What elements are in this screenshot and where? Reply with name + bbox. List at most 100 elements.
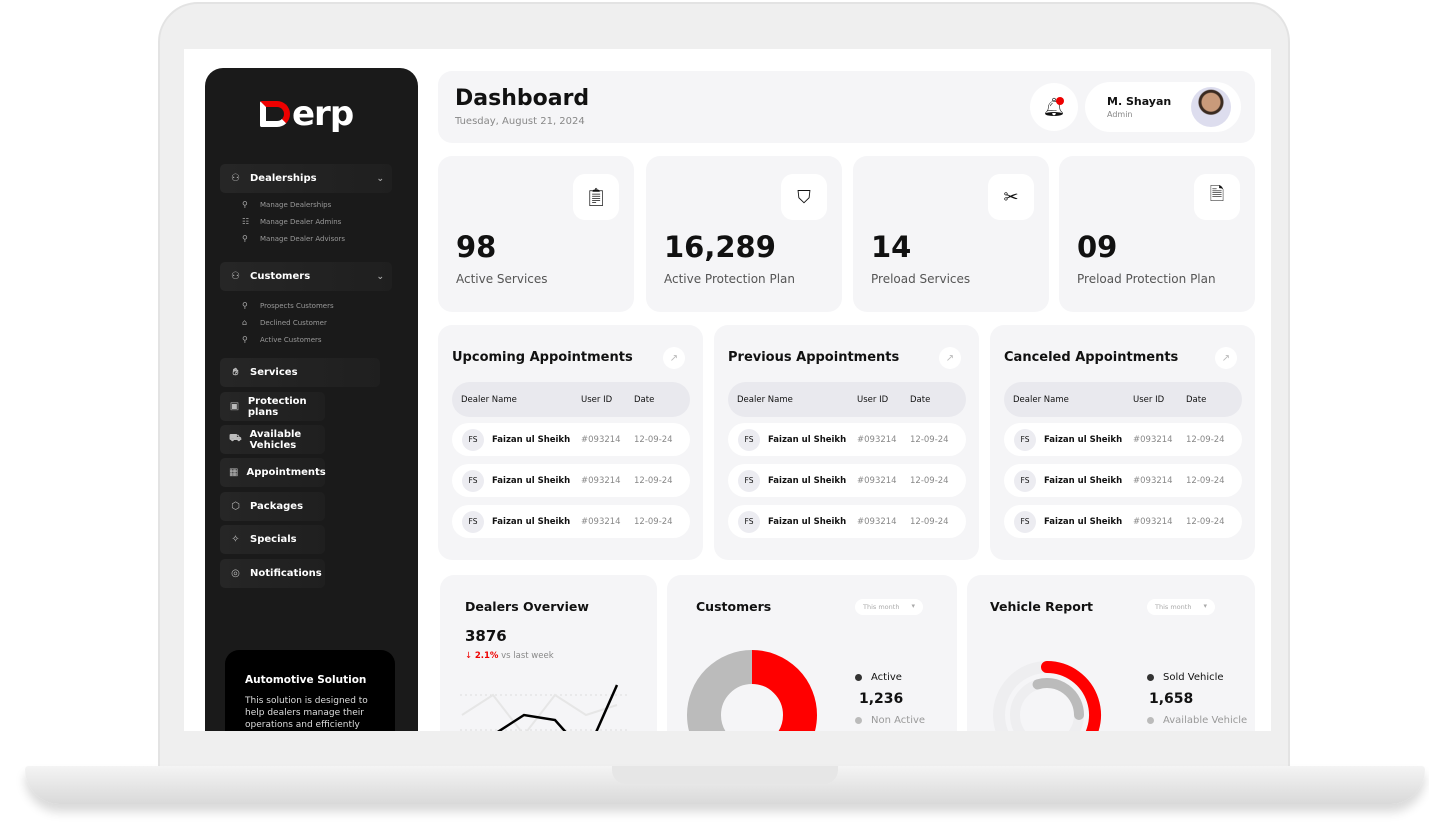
panel-title: Previous Appointments [728,350,900,365]
vehicle-title: Vehicle Report [990,599,1093,614]
manage-dealerships-icon: ⚲ [242,200,248,209]
user-role: Admin [1107,110,1133,119]
table-row[interactable]: FS Faizan ul Sheikh #093214 12-09-24 [1004,464,1242,497]
stat-value: 98 [456,230,497,264]
avatar-initials: FS [1014,510,1036,533]
arrow-down-icon: ↓ [465,651,473,661]
table-header: Dealer Name User ID Date [728,382,966,417]
user-profile[interactable]: M. Shayan Admin [1085,82,1241,132]
dealers-change-row: ↓ 2.1% vs last week [465,651,554,661]
legend-label: Active [871,672,902,683]
avatar-initials: FS [738,510,760,533]
specials-icon: ✧ [231,534,240,545]
table-header: Dealer Name User ID Date [452,382,690,417]
column-header: Date [1186,394,1207,405]
sidebar-item-label: Available Vehicles [249,428,302,451]
sidebar-item-label: Appointments [246,467,326,478]
date: 12-09-24 [910,434,949,445]
chevron-down-icon[interactable]: ⌄ [376,173,384,184]
date: 12-09-24 [634,434,673,445]
column-header: Dealer Name [737,394,793,405]
dealers-title: Dealers Overview [465,599,589,614]
line-series [496,684,619,731]
sidebar-item-specials[interactable]: ✧ Specials [220,525,325,554]
sidebar-subitem[interactable]: ⚲ Manage Dealerships [242,200,331,209]
stat-label: Preload Protection Plan [1077,272,1216,286]
customers-period-value: This month [863,603,900,611]
user-name: M. Shayan [1107,95,1172,108]
date: 12-09-24 [634,516,673,527]
legend-label: Sold Vehicle [1163,672,1224,683]
active-customers-icon: ⚲ [242,335,248,344]
avatar-initials: FS [462,469,484,492]
appointments-panel: Upcoming Appointments ↗ Dealer Name User ID… [438,325,703,560]
table-row[interactable]: FS Faizan ul Sheikh #093214 12-09-24 [728,423,966,456]
user-id: #093214 [1133,434,1173,445]
legend-dot [855,717,862,724]
user-id: #093214 [1133,475,1173,486]
sidebar-subitem-label: Manage Dealer Admins [260,217,342,226]
sidebar-item-available-vehicles[interactable]: ⛟︎ Available Vehicles [220,425,325,454]
dealers-change: 2.1% [474,651,499,661]
table-row[interactable]: FS Faizan ul Sheikh #093214 12-09-24 [728,464,966,497]
sidebar-item-label: Notifications [250,568,322,579]
open-arrow-icon[interactable]: ↗ [663,347,685,369]
table-row[interactable]: FS Faizan ul Sheikh #093214 12-09-24 [1004,505,1242,538]
panel-title: Canceled Appointments [1004,350,1179,365]
column-header: Dealer Name [1013,394,1069,405]
sidebar-item-label: Customers [250,271,311,282]
dealer-advisors-icon: ⚲ [242,234,248,243]
table-row[interactable]: FS Faizan ul Sheikh #093214 12-09-24 [452,464,690,497]
sidebar-subitem-label: Manage Dealer Advisors [260,234,346,243]
laptop-notch [612,766,838,784]
promo-text: This solution is designed to help dealer… [245,696,368,730]
dealer-admins-icon: ☷ [242,217,250,226]
table-row[interactable]: FS Faizan ul Sheikh #093214 12-09-24 [452,423,690,456]
caret-down-icon: ▾ [911,602,915,610]
legend-sold: Sold Vehicle [1147,672,1224,683]
chevron-down-icon[interactable]: ⌄ [376,271,384,282]
sidebar-subitem[interactable]: ⌂ Declined Customer [242,318,327,327]
customers-period-select[interactable]: This month ▾ [855,599,923,615]
sidebar-item-protection-plans[interactable]: ▣ Protection plans [220,392,325,421]
sidebar-item-packages[interactable]: ⬡ Packages [220,492,325,521]
table-row[interactable]: FS Faizan ul Sheikh #093214 12-09-24 [728,505,966,538]
date: 12-09-24 [1186,434,1225,445]
donut-slice-non-active [687,650,753,731]
avatar-initials: FS [738,428,760,451]
promo-title: Automotive Solution [245,674,367,686]
user-id: #093214 [581,475,621,486]
dealers-overview-card: Dealers Overview 3876 ↓ 2.1% vs last wee… [440,575,657,731]
sidebar-item-customers[interactable]: ⚇ Customers ⌄ [220,262,392,291]
customers-donut [687,650,817,731]
user-id: #093214 [581,434,621,445]
avatar-initials: FS [462,510,484,533]
sidebar-subitem[interactable]: ⚲ Prospects Customers [242,301,334,310]
stat-value: 09 [1077,230,1118,264]
dealer-name: Faizan ul Sheikh [768,434,847,445]
sidebar-subitem[interactable]: ⚲ Active Customers [242,335,322,344]
vehicle-period-select[interactable]: This month ▾ [1147,599,1215,615]
sidebar-subitem-label: Active Customers [260,335,322,344]
dealer-name: Faizan ul Sheikh [1044,434,1123,445]
open-arrow-icon[interactable]: ↗ [1215,347,1237,369]
logo: erp [260,94,354,134]
user-id: #093214 [581,516,621,527]
table-row[interactable]: FS Faizan ul Sheikh #093214 12-09-24 [1004,423,1242,456]
dealers-change-suffix: vs last week [501,651,554,661]
sidebar-item-notifications[interactable]: ◎ Notifications [220,559,325,588]
sidebar-subitem[interactable]: ⚲ Manage Dealer Advisors [242,234,345,243]
services-icon: ✋︎ [232,367,239,378]
sidebar-item-services[interactable]: ✋︎ Services [220,358,380,387]
stat-card: ⛉ 16,289 Active Protection Plan [646,156,842,312]
notification-button[interactable]: 🔔︎ [1030,83,1078,131]
open-arrow-icon[interactable]: ↗ [939,347,961,369]
clipboard-check-icon: 📋︎ [573,174,619,220]
column-header: Dealer Name [461,394,517,405]
sidebar-item-dealerships[interactable]: ⚇ Dealerships ⌄ [220,164,392,193]
sidebar-subitem[interactable]: ☷ Manage Dealer Admins [242,217,341,226]
sidebar-item-appointments[interactable]: ▦ Appointments [220,458,326,487]
promo-card: Automotive Solution This solution is des… [225,650,395,731]
prospect-icon: ⚲ [242,301,248,310]
table-row[interactable]: FS Faizan ul Sheikh #093214 12-09-24 [452,505,690,538]
